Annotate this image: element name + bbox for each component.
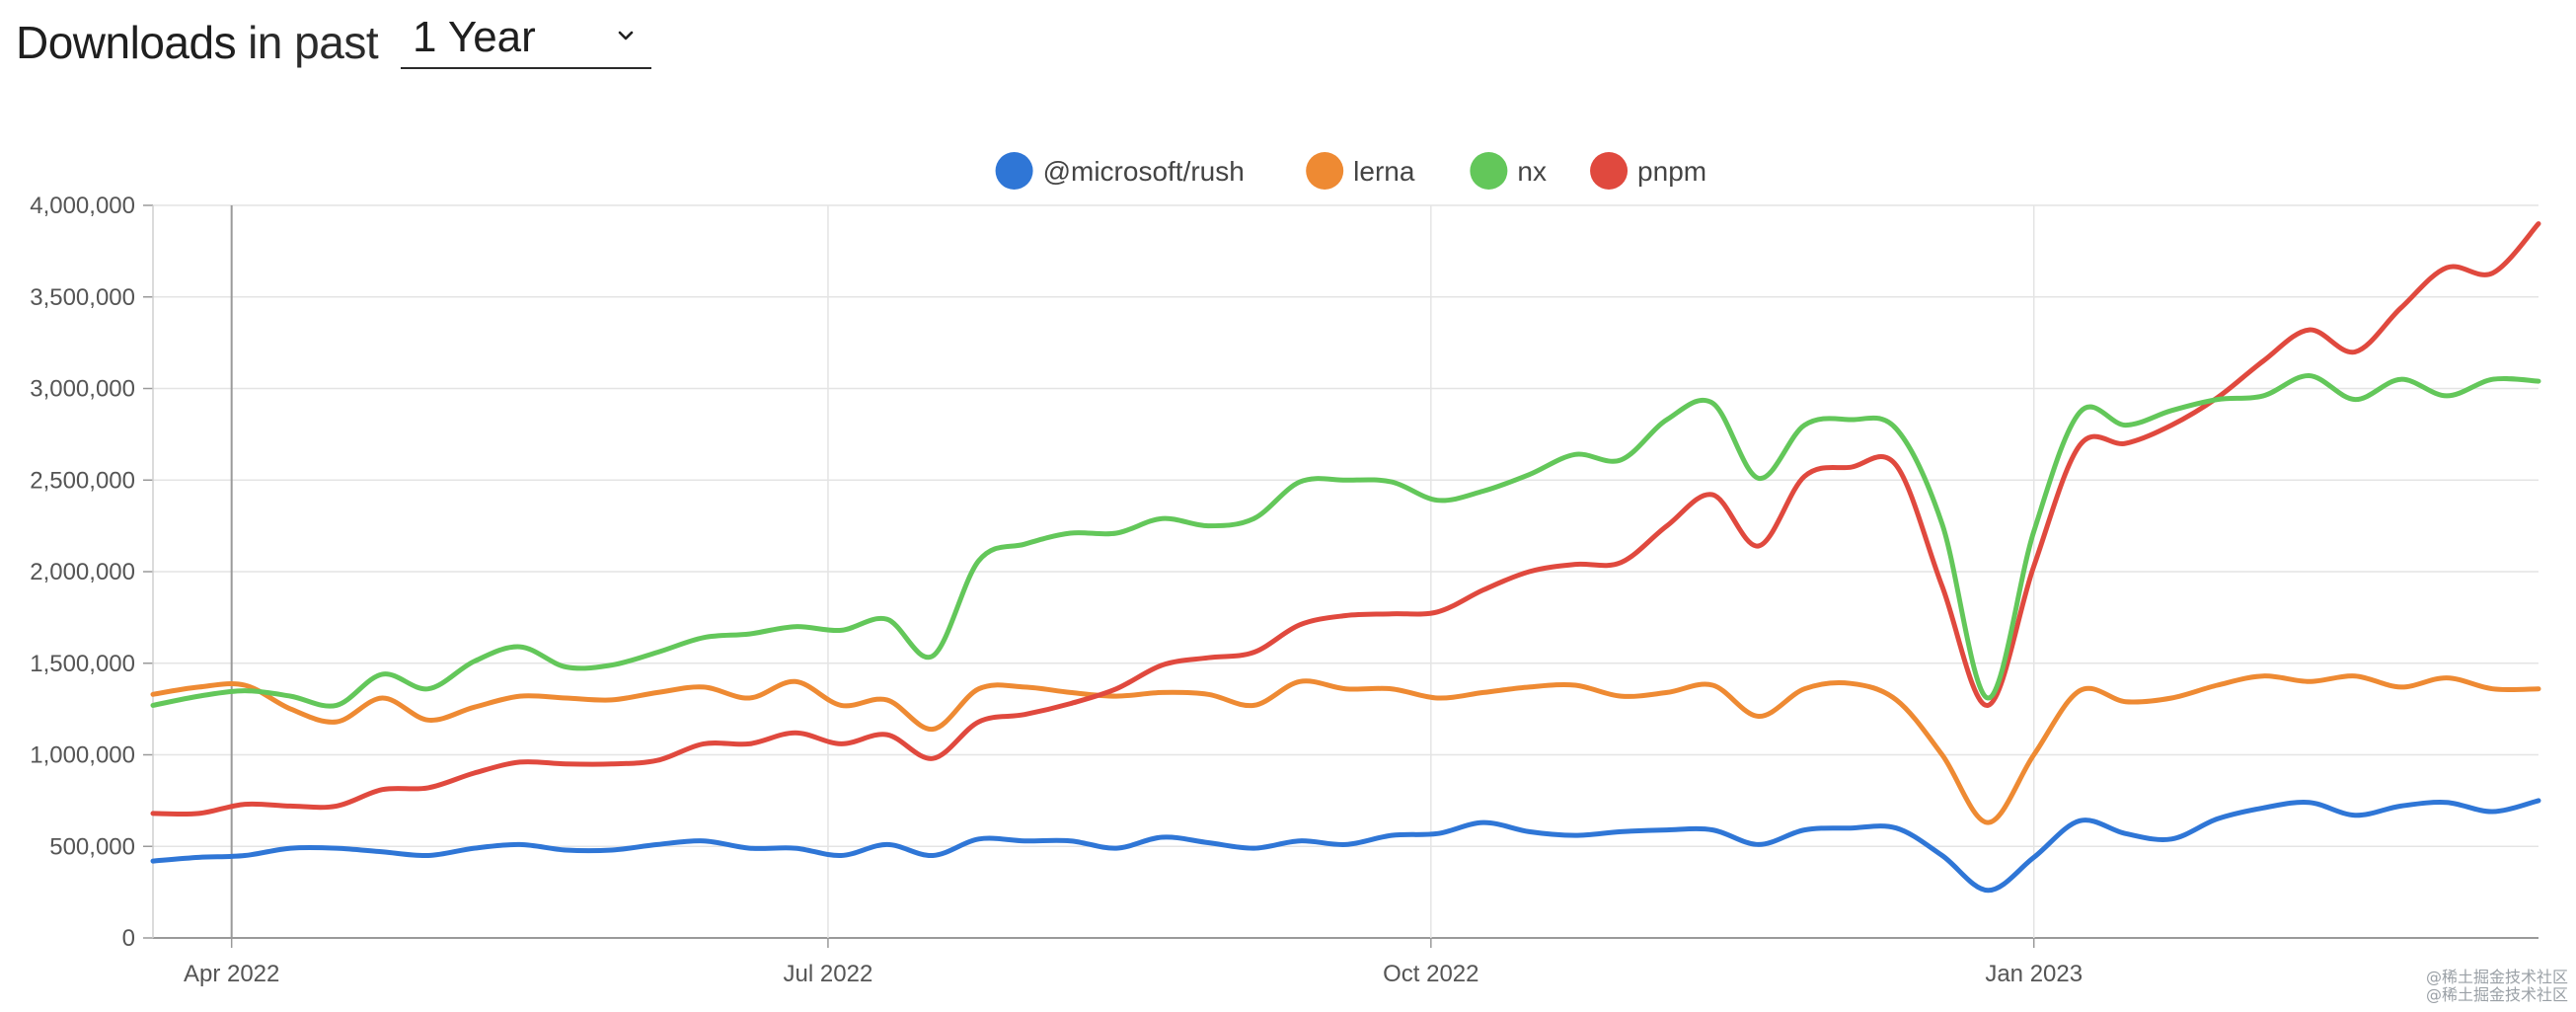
watermark-line-1: @稀土掘金技术社区	[2425, 968, 2568, 986]
series-line-nx	[150, 373, 2541, 709]
series-line-microsoft-rush	[150, 798, 2541, 894]
axes: 0 500,000 1,000,000 1,500,000 2,000,000 2,500…	[30, 193, 2083, 987]
x-tick-label: Jul 2022	[784, 961, 873, 987]
y-tick-label: 3,000,000	[30, 376, 135, 403]
x-tick-label: Oct 2022	[1383, 961, 1478, 987]
y-tick-label: 1,000,000	[30, 742, 135, 769]
grid-lines	[153, 204, 2538, 939]
x-tick-label: Jan 2023	[1985, 961, 2083, 987]
legend-swatch	[995, 152, 1033, 190]
period-select-value: 1 Year	[413, 13, 536, 61]
legend-item[interactable]: nx	[1470, 152, 1547, 190]
y-tick-label: 4,000,000	[30, 193, 135, 219]
series-line-lerna	[150, 673, 2541, 825]
y-tick-label: 2,000,000	[30, 559, 135, 585]
y-tick-label: 3,500,000	[30, 284, 135, 311]
series-line-pnpm	[150, 221, 2541, 817]
header-subtitle: in past	[248, 17, 379, 68]
legend-swatch	[1306, 152, 1344, 190]
legend-swatch	[1470, 152, 1508, 190]
y-tick-label: 0	[122, 925, 135, 952]
legend-swatch	[1590, 152, 1629, 190]
y-tick-label: 1,500,000	[30, 651, 135, 677]
legend-label: pnpm	[1637, 156, 1706, 187]
y-tick-label: 500,000	[49, 833, 135, 860]
legend: @microsoft/rush lerna nx pnpm	[995, 152, 1706, 190]
legend-label: nx	[1517, 156, 1547, 187]
x-tick-label: Apr 2022	[184, 961, 279, 987]
legend-label: lerna	[1353, 156, 1415, 187]
legend-label: @microsoft/rush	[1043, 156, 1245, 187]
watermark-line-2: @稀土掘金技术社区	[2425, 985, 2568, 1004]
legend-item[interactable]: lerna	[1306, 152, 1415, 190]
period-select[interactable]: 1 Year	[401, 8, 651, 69]
downloads-header: Downloads in past	[16, 6, 379, 69]
header-title: Downloads	[16, 17, 237, 68]
series-lines	[150, 221, 2541, 894]
legend-item[interactable]: @microsoft/rush	[995, 152, 1245, 190]
legend-item[interactable]: pnpm	[1590, 152, 1706, 190]
chevron-down-icon	[618, 31, 634, 40]
y-tick-label: 2,500,000	[30, 467, 135, 494]
